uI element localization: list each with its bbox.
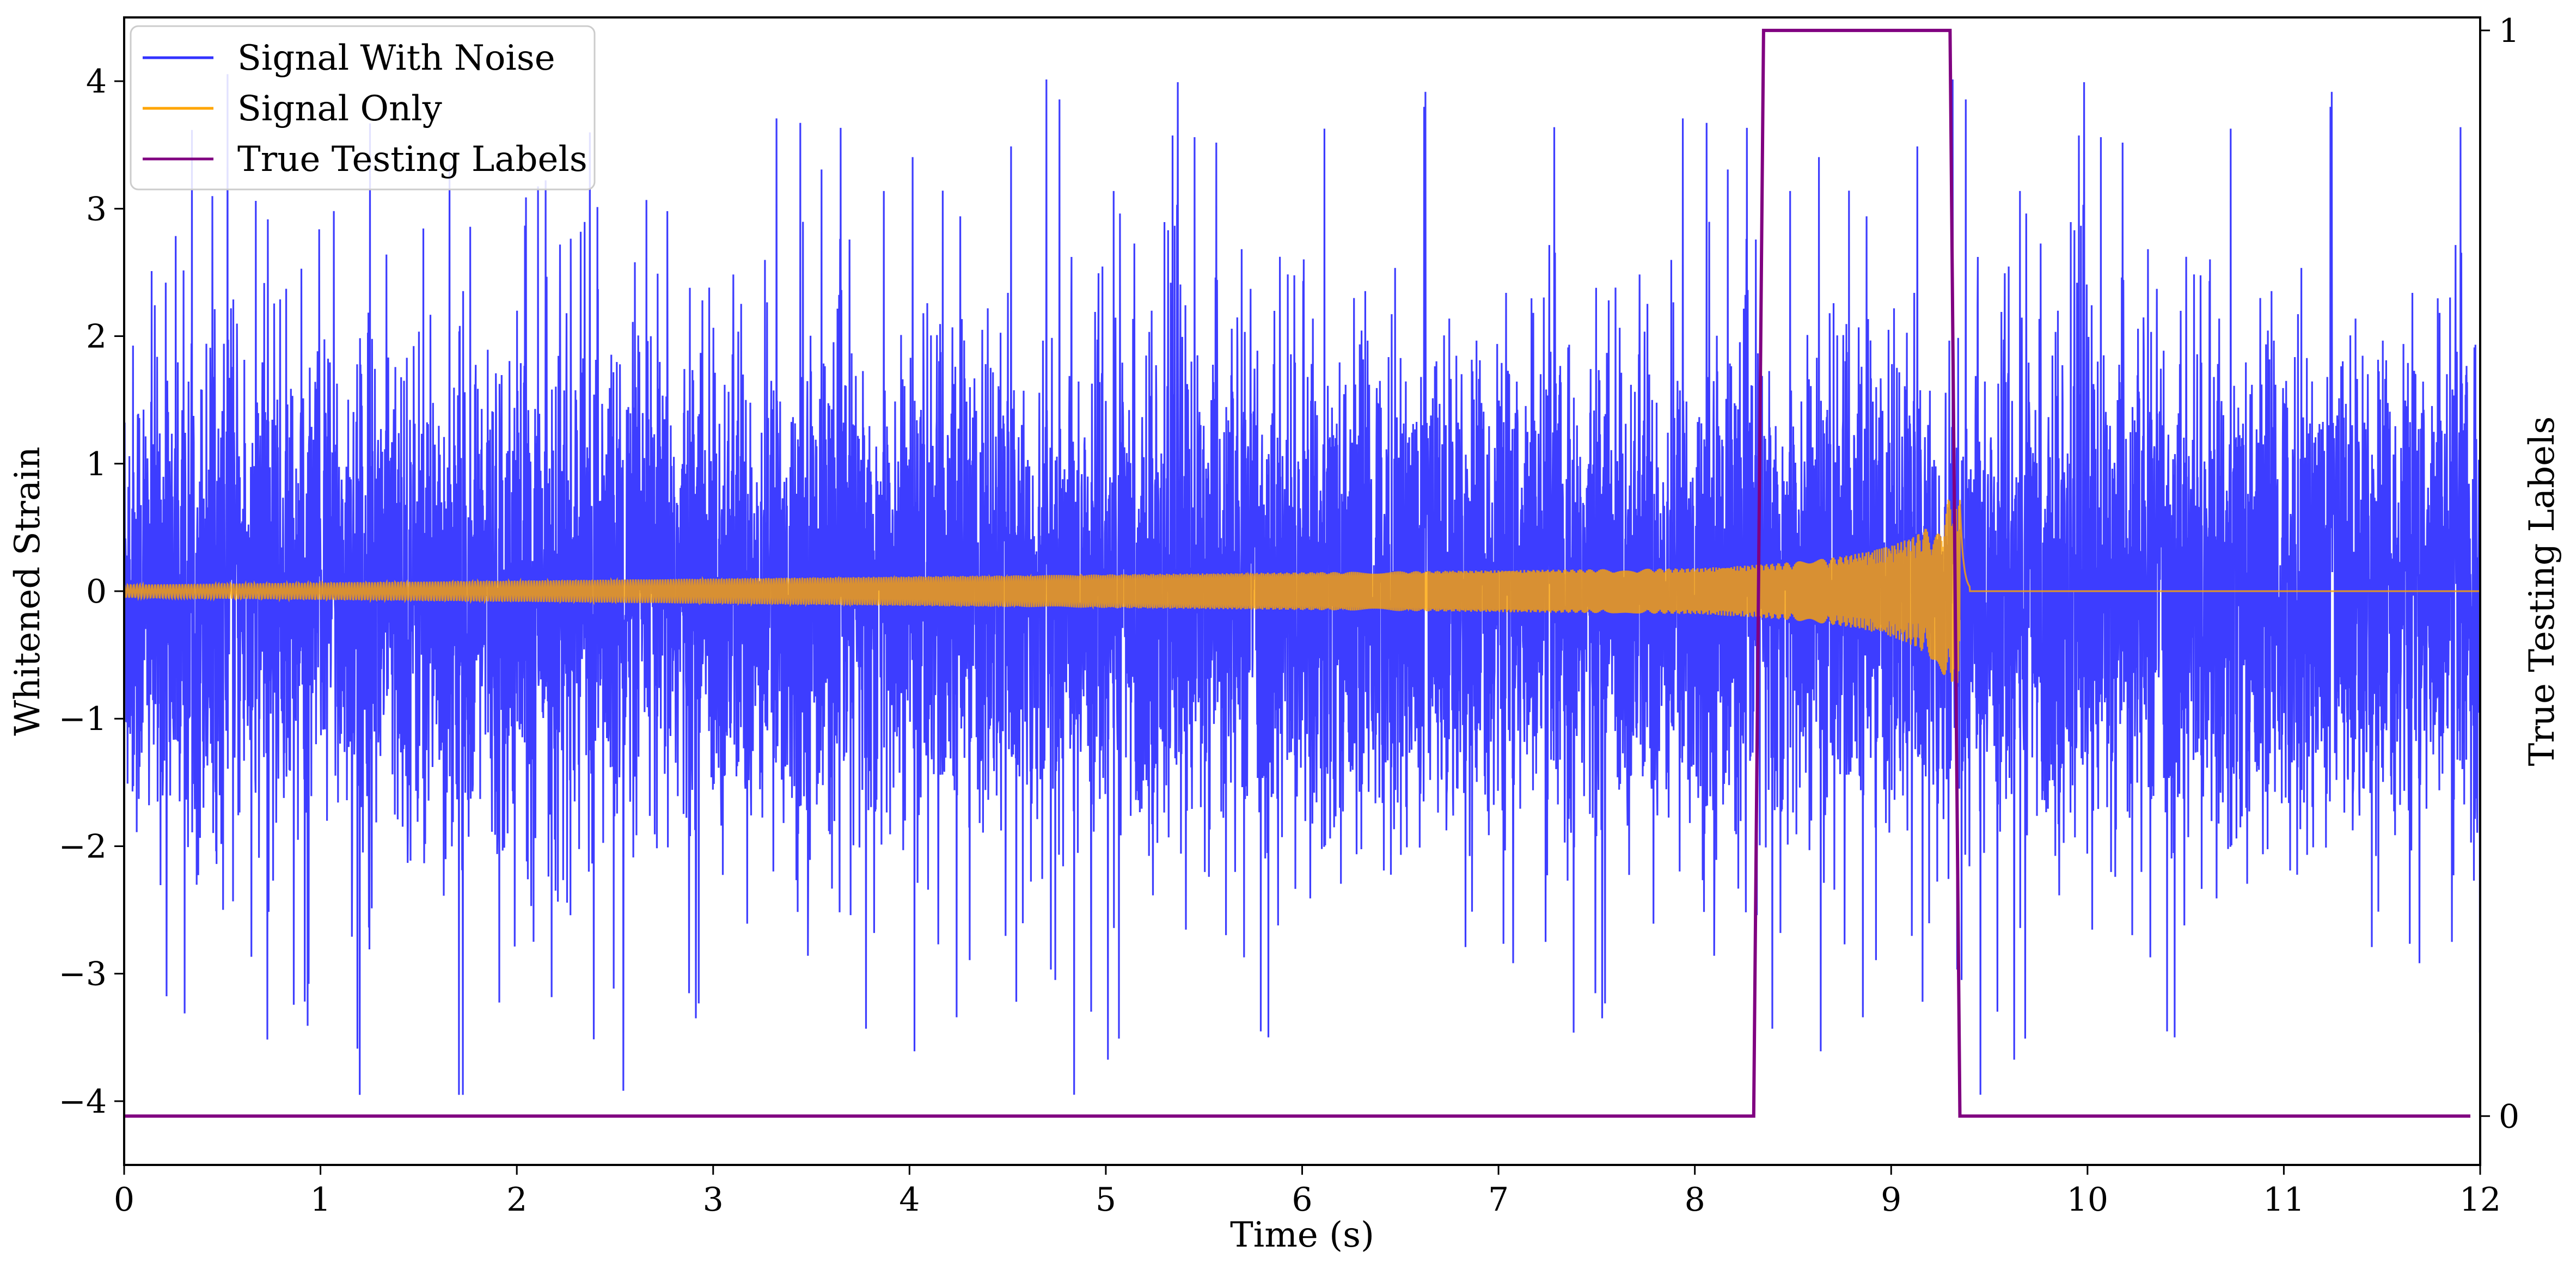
y2-tick-label: 0 <box>2499 1097 2519 1136</box>
legend-label: Signal With Noise <box>237 38 555 78</box>
y-axis: −4 −3 −2 −1 0 1 2 3 4 <box>59 63 124 1121</box>
x-tick-label: 12 <box>2459 1181 2501 1219</box>
y-tick-label: 3 <box>86 190 107 228</box>
signal-with-noise-path <box>124 74 2480 1095</box>
x-tick-label: 5 <box>1096 1181 1116 1219</box>
x-tick-label: 0 <box>114 1181 134 1219</box>
x-tick-label: 9 <box>1881 1181 1901 1219</box>
secondary-y-axis: 01 <box>2480 12 2519 1136</box>
signal-only-path <box>124 499 2480 683</box>
y2-tick-label: 1 <box>2499 12 2519 50</box>
secondary-y-axis-label: True Testing Labels <box>2522 416 2562 766</box>
x-tick-label: 8 <box>1685 1181 1705 1219</box>
y-tick-label: 4 <box>86 63 107 101</box>
legend-label: Signal Only <box>237 89 442 129</box>
x-axis-label: Time (s) <box>1230 1215 1374 1255</box>
true-testing-labels-line <box>124 28 2470 1118</box>
true-testing-labels-path <box>124 28 2470 1118</box>
y-tick-label: −1 <box>59 700 107 738</box>
legend: Signal With Noise Signal Only True Testing… <box>130 25 596 191</box>
x-tick-label: 10 <box>2067 1181 2108 1219</box>
x-axis: 0 1 2 3 4 5 6 7 8 9 10 11 12 <box>114 1165 2501 1219</box>
x-tick-label: 7 <box>1488 1181 1509 1219</box>
y-tick-label: −4 <box>59 1083 107 1121</box>
y-axis-label: Whitened Strain <box>8 446 48 735</box>
legend-box <box>130 25 596 191</box>
y-tick-label: 1 <box>86 445 107 483</box>
x-tick-label: 11 <box>2263 1181 2304 1219</box>
y-tick-label: 0 <box>86 573 107 611</box>
y-tick-label: −2 <box>59 827 107 866</box>
signal-only-line <box>124 499 2480 683</box>
y-tick-label: −3 <box>59 955 107 993</box>
y-tick-label: 2 <box>86 318 107 356</box>
x-tick-label: 3 <box>703 1181 724 1219</box>
x-tick-label: 2 <box>506 1181 527 1219</box>
x-tick-label: 4 <box>899 1181 920 1219</box>
signal-with-noise-line <box>124 74 2480 1095</box>
x-tick-label: 6 <box>1292 1181 1312 1219</box>
x-tick-label: 1 <box>310 1181 331 1219</box>
legend-label: True Testing Labels <box>237 139 588 180</box>
